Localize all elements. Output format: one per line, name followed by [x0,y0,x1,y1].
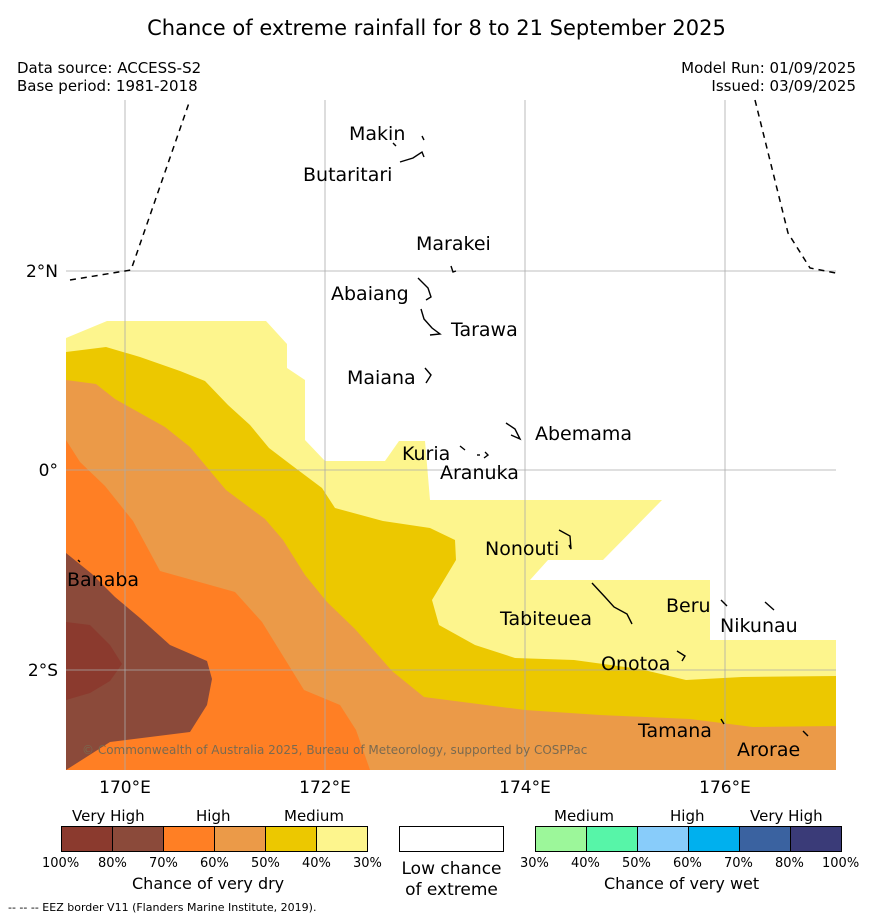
dry-tick: 70% [149,856,178,871]
place-label: Marakei [416,233,491,255]
wet-swatch [637,826,689,852]
island-outlines [77,135,809,737]
wet-tick: 100% [822,856,860,871]
neutral-label-line2: of extreme [405,880,498,900]
dry-tick: 40% [302,856,331,871]
neutral-label-line1: Low chance [401,859,502,879]
probability-contours [66,321,836,770]
lat-tick: 2°S [28,661,58,681]
place-label: Abemama [535,423,632,445]
base-period: Base period: 1981-2018 [17,77,198,95]
dry-swatch [265,826,317,852]
wet-tick: 30% [520,856,549,871]
wet-tick: 40% [571,856,600,871]
map-title: Chance of extreme rainfall for 8 to 21 S… [147,16,726,40]
copyright-notice: © Commonwealth of Australia 2025, Bureau… [82,743,587,757]
wet-header: High [670,807,705,825]
wet-tick: 80% [775,856,804,871]
dry-swatch [112,826,164,852]
wet-tick: 50% [622,856,651,871]
place-label: Nikunau [720,615,798,637]
place-label: Aranuka [440,462,519,484]
place-label: Onotoa [601,653,670,675]
dry-header: High [196,807,231,825]
place-label: Maiana [347,367,416,389]
graticule [66,100,836,770]
neutral-swatch [399,826,504,852]
lon-tick: 176°E [699,778,751,798]
dry-tick: 50% [251,856,280,871]
wet-tick: 60% [673,856,702,871]
dry-swatch [163,826,215,852]
wet-header: Medium [554,807,614,825]
place-label: Banaba [67,569,139,591]
wet-scale-title: Chance of very wet [604,874,760,893]
dry-tick: 30% [353,856,382,871]
lon-tick: 170°E [99,778,151,798]
axis-ticks: 170°E 172°E 174°E 176°E 2°N 0° 2°S [26,262,751,798]
place-label: Kuria [402,443,450,465]
lon-tick: 174°E [499,778,551,798]
dry-tick: 100% [42,856,80,871]
lat-tick: 2°N [26,262,58,282]
place-label: Tamana [637,720,712,742]
dry-swatch [61,826,113,852]
place-label: Butaritari [303,164,392,186]
contour-70-80 [66,553,212,770]
wet-swatch [790,826,842,852]
place-labels: Makin Butaritari Marakei Abaiang Tarawa … [67,123,800,761]
wet-swatch [586,826,638,852]
dry-tick: 80% [98,856,127,871]
wet-swatch [688,826,740,852]
dry-swatch [214,826,266,852]
dry-tick: 60% [200,856,229,871]
dry-scale-title: Chance of very dry [132,874,285,893]
rainfall-map: Makin Butaritari Marakei Abaiang Tarawa … [26,99,837,798]
dry-header: Very High [72,807,145,825]
eez-footnote: -- -- -- EEZ border V11 (Flanders Marine… [8,901,317,914]
place-label: Arorae [737,739,800,761]
model-run: Model Run: 01/09/2025 [681,59,856,77]
lat-tick: 0° [39,461,58,481]
place-label: Abaiang [331,283,409,305]
place-label: Nonouti [485,538,559,560]
place-label: Makin [349,123,405,145]
wet-swatch [535,826,587,852]
wet-header: Very High [750,807,823,825]
eez-border [69,99,837,281]
dry-swatch [316,826,368,852]
wet-swatch [739,826,791,852]
contour-80-100 [66,622,122,700]
data-source: Data source: ACCESS-S2 [17,59,202,77]
dry-header: Medium [284,807,344,825]
place-label: Tarawa [450,319,518,341]
place-label: Tabiteuea [499,608,592,630]
wet-tick: 70% [724,856,753,871]
place-label: Beru [666,595,711,617]
issued-date: Issued: 03/09/2025 [711,77,856,95]
lon-tick: 172°E [299,778,351,798]
